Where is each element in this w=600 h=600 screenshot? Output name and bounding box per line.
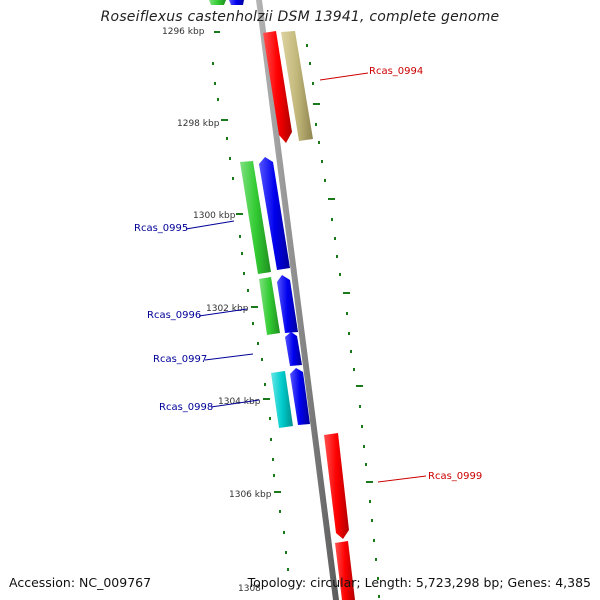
gene-red-rcas-0999 [324, 433, 349, 539]
kbp-tick-label: 1308 [238, 584, 261, 594]
gene-labels: Rcas_0994 Rcas_0995 Rcas_0996 Rcas_0997 … [134, 66, 482, 482]
kbp-tick-label: 1304 kbp [218, 397, 261, 407]
kbp-tick-label: 1306 kbp [229, 490, 272, 500]
gene-blue-rcas-0996 [277, 275, 298, 333]
kbp-tick-label: 1300 kbp [193, 211, 236, 221]
gene-green-rcas-0995 [240, 161, 271, 274]
gene-label-rcas-0994: Rcas_0994 [369, 66, 423, 77]
inner-tick-track [212, 62, 289, 571]
kbp-tick-mark [214, 31, 220, 33]
gene-green-top [209, 0, 226, 5]
kbp-tick-mark [236, 213, 243, 215]
gene-leaders [185, 72, 427, 483]
accession-text: Accession: NC_009767 [9, 575, 152, 590]
kbp-tick-label: 1302 kbp [206, 304, 249, 314]
gene-label-rcas-0999: Rcas_0999 [428, 471, 482, 482]
gene-green-rcas-0996 [259, 277, 280, 335]
gene-blue-rcas-0997 [285, 332, 302, 366]
kbp-ticks: 1296 kbp 1298 kbp 1300 kbp 1302 kbp 1304… [162, 27, 281, 594]
gene-khaki-rcas-0994 [281, 31, 313, 141]
gene-blue-rcas-0995 [259, 157, 290, 270]
backbone [256, 0, 339, 600]
map-title: Roseiflexus castenholzii DSM 13941, comp… [100, 9, 500, 25]
gene-red-bottom [335, 541, 355, 600]
kbp-tick-mark [263, 398, 270, 400]
kbp-tick-mark [251, 306, 258, 308]
gene-blue-top [229, 0, 244, 5]
gene-label-rcas-0998: Rcas_0998 [159, 402, 213, 413]
gene-label-rcas-0996: Rcas_0996 [147, 310, 201, 321]
gene-blue-rcas-0998 [290, 368, 310, 425]
genome-summary-text: Topology: circular; Length: 5,723,298 bp… [247, 575, 591, 590]
kbp-tick-mark [274, 491, 281, 493]
gene-red [263, 31, 292, 143]
gene-label-rcas-0995: Rcas_0995 [134, 223, 188, 234]
kbp-tick-label: 1298 kbp [177, 119, 220, 129]
gene-features [209, 0, 355, 600]
gene-cyan-rcas-0998 [271, 371, 293, 428]
gene-label-rcas-0997: Rcas_0997 [153, 354, 207, 365]
kbp-tick-label: 1296 kbp [162, 27, 205, 37]
outer-tick-track [306, 44, 380, 598]
kbp-tick-mark [221, 119, 228, 121]
